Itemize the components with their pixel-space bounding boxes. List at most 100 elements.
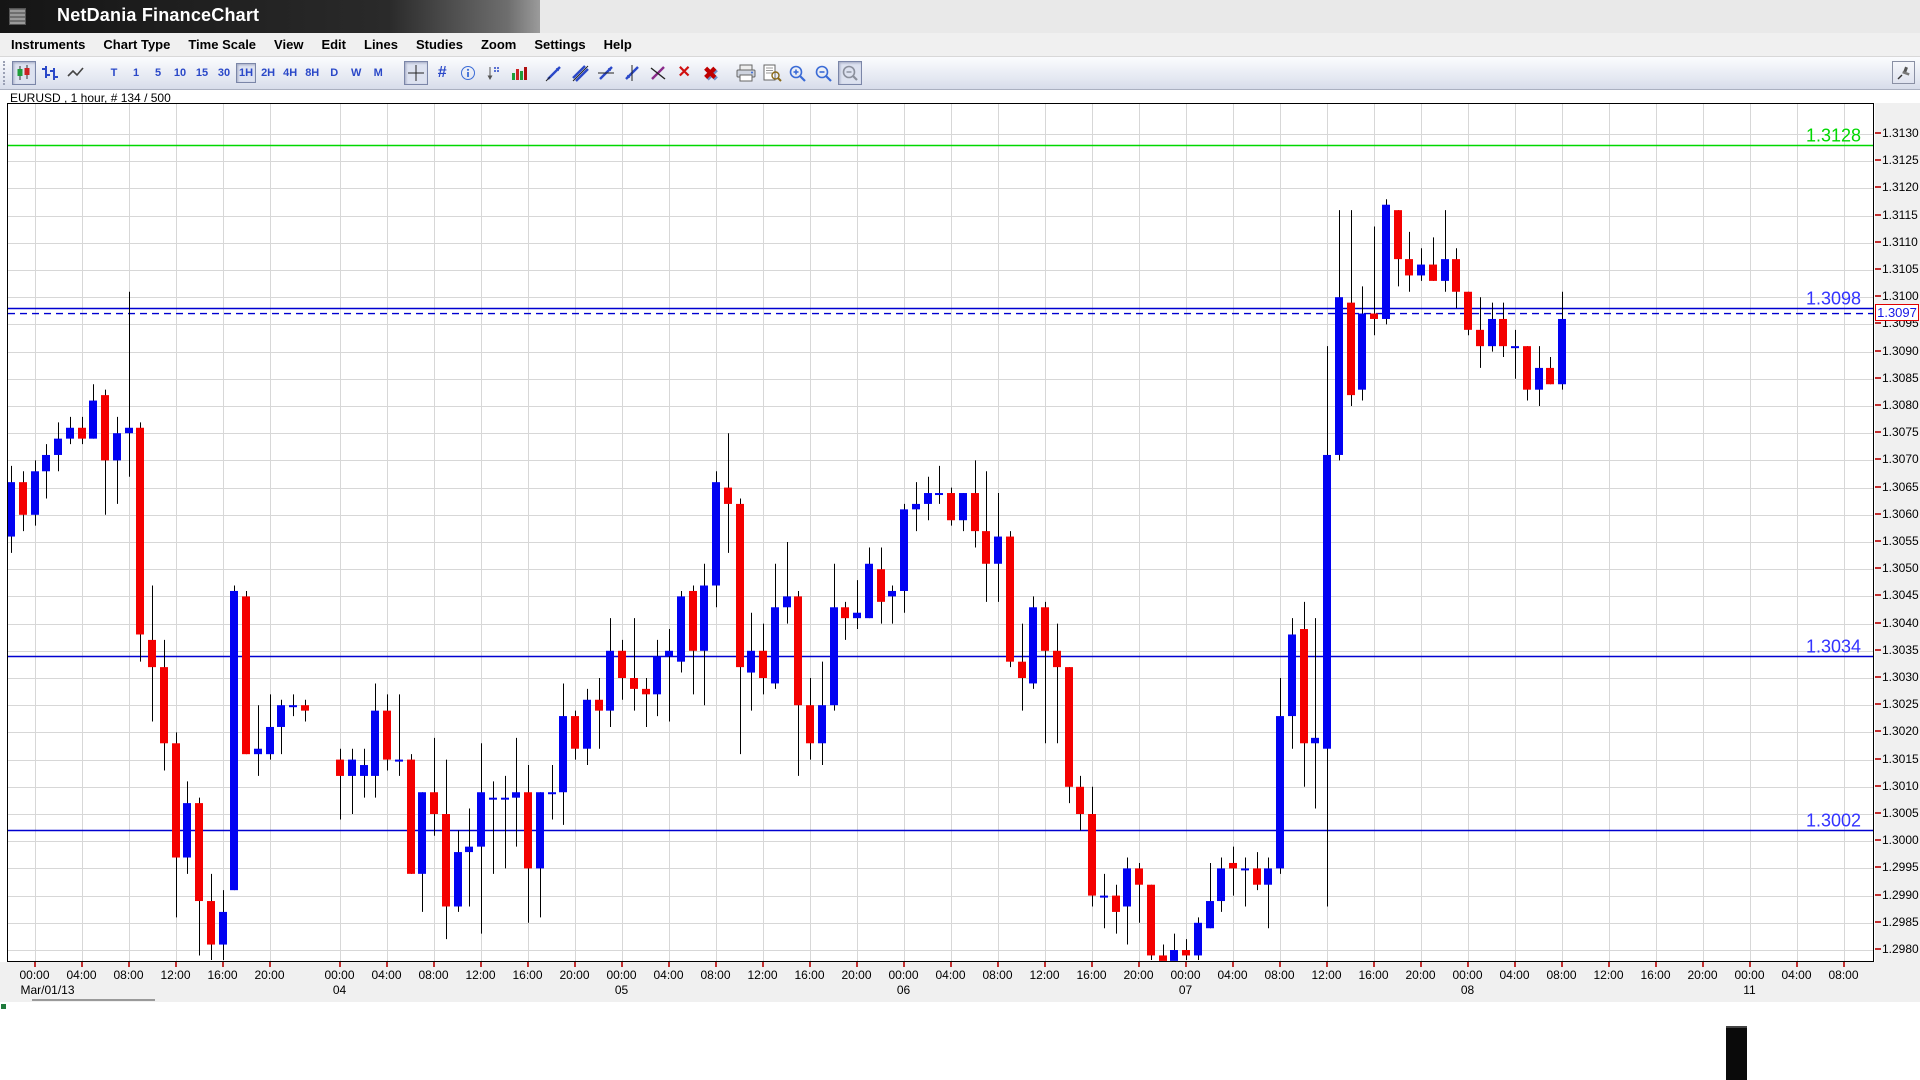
horizontal-scrollbar[interactable] bbox=[32, 999, 155, 1001]
price-tick bbox=[1875, 920, 1881, 923]
volume-button[interactable] bbox=[508, 61, 532, 85]
period-t-button[interactable]: T bbox=[110, 67, 118, 79]
draw-horizontal-line-button[interactable] bbox=[594, 61, 618, 85]
bar-chart-type-button[interactable] bbox=[38, 61, 62, 85]
print-preview-button[interactable] bbox=[760, 61, 784, 85]
price-tick bbox=[1875, 648, 1881, 651]
period-5-button[interactable]: 5 bbox=[154, 67, 162, 79]
candle-body bbox=[172, 743, 180, 858]
price-tick-label: 1.3015 bbox=[1882, 751, 1919, 766]
candle-body bbox=[665, 650, 673, 657]
period-1-button[interactable]: 1 bbox=[132, 67, 140, 79]
time-tick bbox=[338, 962, 341, 967]
candle-body bbox=[1394, 210, 1402, 260]
period-2h-button[interactable]: 2H bbox=[261, 67, 276, 79]
draw-vertical-line-button[interactable] bbox=[620, 61, 644, 85]
info-button[interactable] bbox=[456, 61, 480, 85]
menu-studies[interactable]: Studies bbox=[415, 37, 463, 52]
period-8h-button[interactable]: 8H bbox=[305, 67, 320, 79]
price-tick-label: 1.3000 bbox=[1882, 833, 1919, 848]
zoom-out-button[interactable] bbox=[812, 61, 836, 85]
pin-window-button[interactable] bbox=[1892, 61, 1915, 84]
time-tick bbox=[1560, 962, 1563, 967]
time-axis[interactable]: 00:00 Mar/01/13 04:00 08:00 12:00 16:00 20:00 0… bbox=[0, 962, 1920, 1002]
candle-body bbox=[1018, 661, 1026, 678]
zoom-reset-button[interactable] bbox=[838, 61, 863, 85]
zoom-in-button[interactable] bbox=[786, 61, 810, 85]
period-4h-button[interactable]: 4H bbox=[283, 67, 298, 79]
menu-time-scale[interactable]: Time Scale bbox=[188, 37, 257, 52]
time-tick bbox=[1184, 962, 1187, 967]
delete-all-button[interactable]: ✖ bbox=[703, 63, 718, 83]
candle-body bbox=[1535, 367, 1543, 390]
period-d-button[interactable]: D bbox=[330, 67, 339, 79]
period-w-button[interactable]: W bbox=[351, 67, 362, 79]
candle-body bbox=[113, 433, 121, 461]
toolbar-gripper-icon[interactable] bbox=[3, 61, 7, 85]
menu-view[interactable]: View bbox=[274, 37, 304, 52]
candle-body bbox=[689, 590, 697, 651]
grid-button[interactable]: # bbox=[437, 64, 447, 81]
candle-body bbox=[783, 596, 791, 608]
candle-body bbox=[724, 487, 732, 504]
candle-body bbox=[1300, 629, 1308, 744]
menu-help[interactable]: Help bbox=[603, 37, 632, 52]
candlestick-chart-type-button[interactable] bbox=[12, 61, 36, 85]
menu-edit[interactable]: Edit bbox=[321, 37, 346, 52]
period-10-button[interactable]: 10 bbox=[173, 67, 187, 79]
candle-body bbox=[618, 650, 626, 678]
draw-trendline-button[interactable] bbox=[542, 61, 566, 85]
toolbar-separator bbox=[89, 73, 103, 74]
price-tick-label: 1.3020 bbox=[1882, 724, 1919, 739]
time-tick-label: 04:00 bbox=[371, 968, 402, 982]
candle-body bbox=[136, 427, 144, 635]
candle-body bbox=[1476, 329, 1484, 347]
menu-settings[interactable]: Settings bbox=[534, 37, 586, 52]
price-axis[interactable]: 1.3130 1.3125 1.3120 1.3115 1.3110 1.3105 1.31… bbox=[1875, 103, 1920, 962]
background-window-fragment bbox=[1726, 1026, 1747, 1080]
price-tick-label: 1.3075 bbox=[1882, 425, 1919, 440]
title-bar[interactable]: NetDania FinanceChart bbox=[0, 0, 1920, 33]
date-label: 04 bbox=[332, 983, 347, 997]
time-tick bbox=[573, 962, 576, 967]
period-15-button[interactable]: 15 bbox=[195, 67, 209, 79]
time-tick bbox=[808, 962, 811, 967]
time-tick-label: 12:00 bbox=[1311, 968, 1342, 982]
candle-body bbox=[1358, 313, 1366, 390]
candlestick-chart-plot[interactable]: 1.3128 1.3098 1.3034 1.3002 bbox=[7, 103, 1874, 962]
time-tick bbox=[1842, 962, 1845, 967]
price-tick bbox=[1875, 485, 1881, 488]
time-tick-label: 08:00 bbox=[418, 968, 449, 982]
price-tick bbox=[1875, 567, 1881, 570]
menu-chart-type[interactable]: Chart Type bbox=[103, 37, 171, 52]
delete-selected-button[interactable]: ✕ bbox=[677, 64, 691, 81]
price-tick-label: 1.2980 bbox=[1882, 942, 1919, 956]
time-tick-label: 00:00 bbox=[1452, 968, 1483, 982]
candle-body bbox=[1452, 259, 1460, 292]
crosshair-button[interactable] bbox=[404, 61, 429, 85]
candle-body bbox=[559, 716, 567, 793]
period-30-button[interactable]: 30 bbox=[217, 67, 231, 79]
candle-body bbox=[89, 400, 97, 439]
pointer-values-button[interactable] bbox=[482, 61, 506, 85]
date-label: 08 bbox=[1460, 983, 1475, 997]
candle-body bbox=[935, 493, 943, 496]
time-tick bbox=[996, 962, 999, 967]
candle-body bbox=[78, 427, 86, 439]
menu-bar: Instruments Chart Type Time Scale View Edit L… bbox=[0, 33, 1920, 57]
time-tick bbox=[949, 962, 952, 967]
time-tick-label: 12:00 bbox=[747, 968, 778, 982]
draw-channel-button[interactable] bbox=[568, 61, 592, 85]
print-button[interactable] bbox=[734, 61, 758, 85]
remove-line-button[interactable] bbox=[646, 61, 670, 85]
menu-zoom[interactable]: Zoom bbox=[480, 37, 517, 52]
resize-corner-mark bbox=[1, 1004, 6, 1009]
menu-lines[interactable]: Lines bbox=[364, 37, 398, 52]
menu-instruments[interactable]: Instruments bbox=[11, 37, 86, 52]
line-chart-type-button[interactable] bbox=[64, 61, 88, 85]
price-tick-label: 1.3105 bbox=[1882, 262, 1919, 276]
period-m-button[interactable]: M bbox=[373, 67, 383, 79]
time-tick bbox=[1701, 962, 1704, 967]
period-1h-button[interactable]: 1H bbox=[236, 63, 257, 83]
